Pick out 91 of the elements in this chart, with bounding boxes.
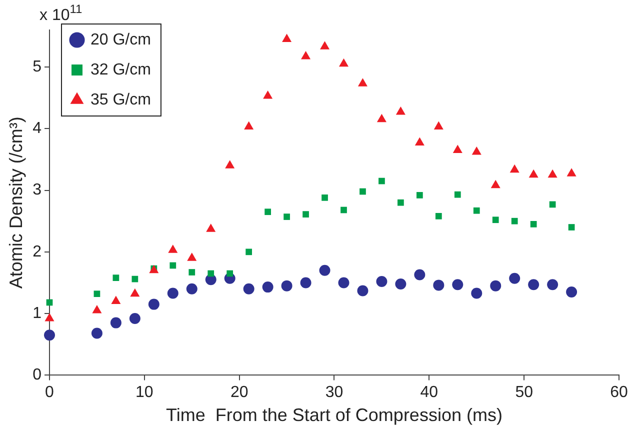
point xyxy=(510,164,520,173)
y-tick-label: 1 xyxy=(32,304,42,322)
point xyxy=(472,146,482,155)
point xyxy=(91,328,102,339)
point xyxy=(263,90,273,99)
point xyxy=(132,276,138,282)
y-tick-label: 4 xyxy=(32,120,42,138)
point xyxy=(244,121,254,130)
point xyxy=(338,277,350,288)
point xyxy=(226,270,234,277)
point xyxy=(300,277,312,288)
point xyxy=(473,207,480,214)
point xyxy=(492,216,499,224)
point xyxy=(490,180,500,188)
x-tick-label: 20 xyxy=(230,384,248,402)
point xyxy=(548,169,558,178)
point xyxy=(302,211,309,218)
point xyxy=(434,121,444,130)
point xyxy=(509,272,520,284)
legend-label: 32 G/cm xyxy=(90,61,151,78)
point xyxy=(528,169,538,178)
point xyxy=(225,160,235,168)
x-tick-label: 50 xyxy=(515,384,534,402)
point xyxy=(130,288,140,297)
point xyxy=(547,279,558,290)
point xyxy=(452,279,464,290)
point xyxy=(206,224,216,232)
point xyxy=(376,276,388,288)
point xyxy=(396,106,406,115)
point xyxy=(320,41,330,50)
point xyxy=(187,252,197,261)
point xyxy=(148,298,160,310)
point xyxy=(44,330,55,341)
point xyxy=(511,218,518,224)
point xyxy=(208,270,214,277)
point xyxy=(414,137,424,146)
point xyxy=(490,280,502,292)
point xyxy=(566,168,576,176)
point xyxy=(112,274,120,281)
y-tick-label: 5 xyxy=(32,58,42,76)
point xyxy=(471,288,482,299)
point xyxy=(566,286,578,298)
x-tick-label: 40 xyxy=(420,384,438,402)
point xyxy=(454,191,461,198)
point xyxy=(340,206,347,214)
point xyxy=(398,199,404,206)
point xyxy=(110,317,122,328)
point xyxy=(319,264,330,276)
point xyxy=(376,114,386,122)
x-tick-label: 10 xyxy=(136,384,154,402)
point xyxy=(338,58,349,67)
point xyxy=(168,244,178,253)
point xyxy=(186,283,198,294)
x-tick-label: 0 xyxy=(45,384,54,402)
point xyxy=(378,178,385,184)
point xyxy=(395,278,406,290)
point xyxy=(94,290,100,298)
point xyxy=(568,224,575,230)
point xyxy=(301,51,311,60)
y-axis-title: Atomic Density (/cm³) xyxy=(6,116,26,289)
point xyxy=(435,212,442,220)
y-tick-label: 0 xyxy=(32,366,42,384)
point xyxy=(452,144,462,153)
point xyxy=(322,194,328,201)
point xyxy=(416,192,423,198)
x-axis-title: Time From the Start of Compression (ms) xyxy=(166,405,502,426)
x-tick-label: 30 xyxy=(325,384,344,402)
y-tick-label: 3 xyxy=(32,182,42,199)
point xyxy=(281,280,292,292)
point xyxy=(188,269,196,276)
legend-label: 35 G/cm xyxy=(90,91,151,108)
point xyxy=(262,282,274,293)
point xyxy=(167,288,178,299)
point xyxy=(357,285,368,296)
point xyxy=(284,214,290,220)
point xyxy=(282,34,292,42)
point xyxy=(243,283,254,294)
point xyxy=(264,208,271,216)
point xyxy=(246,248,252,256)
point xyxy=(530,220,537,228)
point xyxy=(170,262,176,269)
point xyxy=(528,279,540,290)
y-tick-label: 2 xyxy=(32,243,42,260)
point xyxy=(360,188,366,195)
point xyxy=(129,312,140,324)
point xyxy=(111,296,121,304)
x-tick-label: 60 xyxy=(610,384,628,402)
point xyxy=(414,269,426,280)
legend-label: 20 G/cm xyxy=(90,31,151,48)
point xyxy=(358,78,368,86)
point xyxy=(433,280,444,291)
